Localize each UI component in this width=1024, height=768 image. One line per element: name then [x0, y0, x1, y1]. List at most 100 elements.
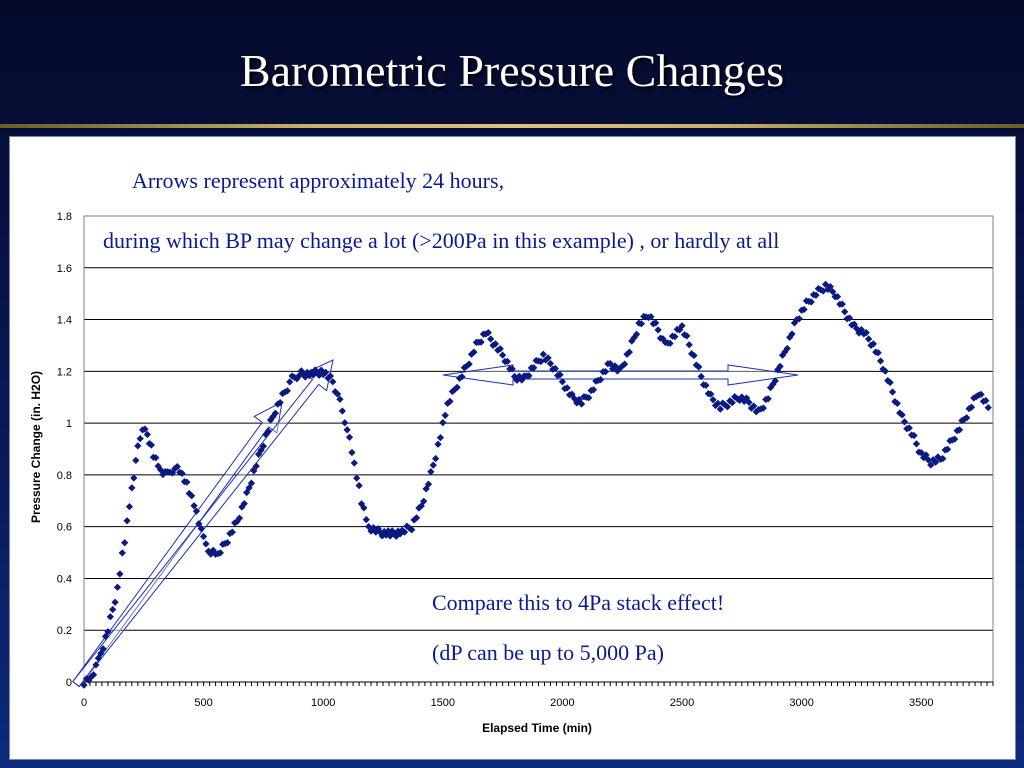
data-point	[422, 485, 430, 493]
data-point	[951, 435, 959, 443]
data-point	[771, 377, 779, 385]
x-axis-title: Elapsed Time (min)	[482, 721, 592, 735]
data-point	[116, 570, 124, 578]
data-point	[362, 515, 370, 524]
y-tick-label: 0.4	[57, 573, 72, 585]
data-point	[470, 348, 478, 356]
data-point	[173, 462, 181, 471]
data-point	[436, 433, 445, 442]
y-tick-label: 1.8	[57, 211, 72, 223]
data-point	[97, 649, 105, 658]
data-point	[697, 372, 705, 381]
y-tick-label: 0.8	[57, 470, 72, 482]
data-point	[89, 671, 98, 679]
data-point	[128, 484, 136, 492]
data-point	[271, 409, 279, 417]
data-point	[143, 430, 152, 439]
data-point	[252, 462, 260, 470]
data-point	[862, 329, 870, 337]
data-point	[197, 524, 205, 533]
y-tick-label: 0.2	[57, 625, 72, 637]
data-point	[829, 288, 837, 296]
data-point	[597, 375, 605, 384]
data-point	[427, 468, 435, 476]
data-point	[632, 330, 641, 338]
data-point	[795, 315, 803, 323]
data-point	[745, 398, 753, 407]
data-point	[350, 459, 358, 467]
data-point	[243, 488, 251, 497]
data-point	[898, 411, 906, 419]
data-point	[178, 469, 186, 477]
data-point	[671, 333, 679, 341]
data-point	[141, 425, 149, 433]
data-point	[611, 362, 619, 370]
data-point	[800, 305, 808, 314]
data-point	[125, 503, 134, 511]
data-point	[240, 500, 248, 508]
data-point	[864, 335, 873, 343]
data-point	[525, 372, 533, 380]
data-point	[917, 449, 925, 457]
data-point	[716, 405, 724, 413]
data-point	[544, 354, 552, 362]
data-point	[563, 384, 571, 392]
data-point	[685, 341, 693, 349]
data-point	[601, 367, 610, 376]
arrow-rise-2	[72, 359, 334, 688]
annotation-dp-range: (dP can be up to 5,000 Pa)	[432, 640, 664, 665]
data-point	[498, 351, 507, 359]
data-point	[821, 280, 830, 288]
x-tick-label: 1500	[431, 697, 455, 709]
data-point	[707, 390, 715, 398]
data-point	[429, 461, 437, 469]
data-point	[546, 359, 555, 368]
data-point	[333, 390, 342, 398]
data-point	[132, 456, 140, 465]
data-point	[286, 378, 294, 386]
data-point	[982, 396, 990, 405]
data-point	[963, 414, 971, 422]
data-point	[80, 681, 88, 689]
data-point	[874, 349, 882, 357]
data-point	[424, 480, 433, 488]
data-point	[977, 390, 985, 398]
data-point	[223, 539, 232, 547]
title-divider	[0, 124, 1024, 128]
data-point	[250, 467, 258, 475]
data-point	[764, 395, 772, 403]
data-point	[838, 300, 846, 308]
data-point	[709, 396, 717, 404]
data-point	[228, 528, 236, 536]
data-point	[453, 383, 461, 392]
data-point	[441, 411, 449, 419]
data-point	[99, 645, 107, 653]
data-point	[955, 426, 964, 434]
data-point	[876, 357, 885, 365]
data-point	[259, 442, 268, 450]
data-point	[134, 442, 142, 450]
data-point	[417, 502, 425, 510]
data-point	[620, 360, 629, 368]
data-point	[276, 399, 284, 407]
x-tick-label: 3500	[909, 697, 933, 709]
data-point	[881, 367, 889, 375]
data-point	[750, 402, 758, 410]
data-point	[551, 364, 559, 373]
data-point	[432, 454, 440, 463]
data-point	[283, 387, 291, 395]
data-point	[910, 431, 918, 440]
data-point	[235, 514, 244, 522]
data-point	[245, 484, 253, 492]
y-tick-label: 0	[66, 677, 72, 689]
data-point	[412, 514, 421, 522]
data-point	[321, 368, 330, 376]
x-tick-label: 0	[81, 697, 87, 709]
data-point	[326, 372, 335, 380]
data-point	[833, 293, 842, 301]
arrows	[72, 359, 799, 688]
data-point	[458, 373, 466, 381]
data-point	[484, 329, 492, 337]
data-point	[338, 407, 346, 415]
